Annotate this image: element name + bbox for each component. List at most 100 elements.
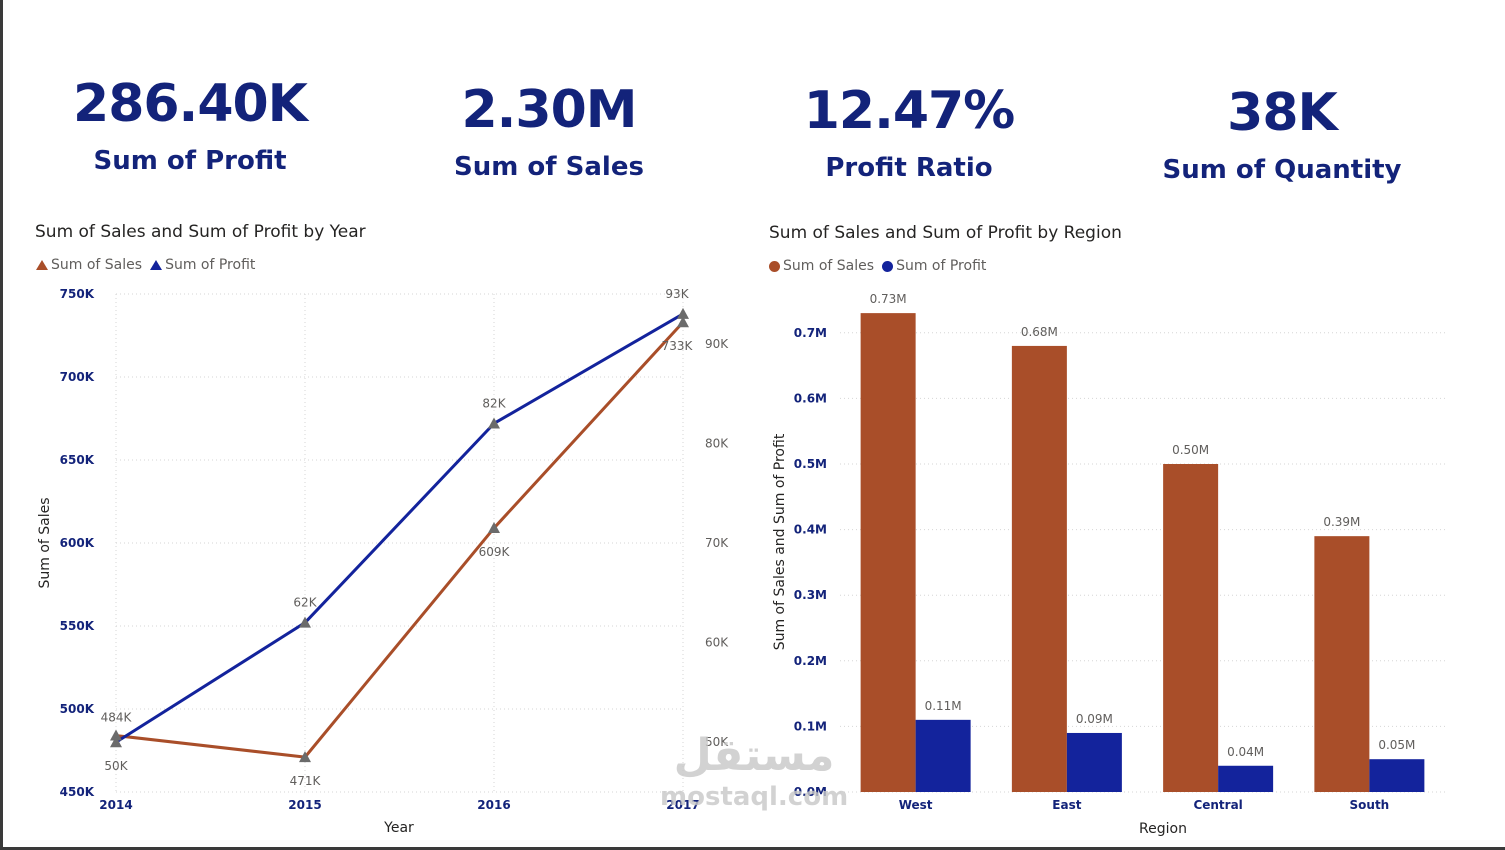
data-label-profit: 50K [104,759,128,773]
data-label-profit: 0.05M [1378,738,1415,752]
data-point-sales [299,751,311,763]
legend-item-profit[interactable]: Sum of Profit [882,258,986,274]
data-label-profit: 0.04M [1227,745,1264,759]
data-label-sales: 733K [662,339,694,353]
y-tick-label: 0.1M [794,719,827,733]
x-tick-label: 2014 [99,798,132,812]
data-point-sales [488,522,500,534]
legend-item-sales[interactable]: Sum of Sales [769,258,874,274]
kpi-card-sales[interactable]: 2.30M Sum of Sales [369,80,729,184]
y-tick-label: 650K [60,453,95,467]
legend-label: Sum of Sales [51,257,143,273]
y-tick-label: 0.6M [794,391,827,405]
y2-tick-label: 70K [705,536,729,550]
kpi-value: 286.40K [73,74,308,134]
triangle-marker-icon [150,260,163,270]
bar-chart-title: Sum of Sales and Sum of Profit by Region [769,223,1122,243]
bar-sales [860,313,916,792]
y-tick-label: 0.3M [794,588,827,602]
x-axis-title: Region [1139,821,1187,837]
frame-left-border [0,0,3,850]
y-tick-label: 550K [60,619,95,633]
data-label-sales: 484K [101,711,133,725]
line-chart-legend[interactable]: Sum of Sales Sum of Profit [36,257,263,273]
kpi-value: 38K [1227,83,1338,143]
kpi-value: 2.30M [461,80,637,140]
x-tick-label: 2015 [288,798,321,812]
x-tick-label: 2017 [666,798,699,812]
kpi-label: Sum of Sales [454,152,644,182]
data-point-profit [488,417,500,429]
data-label-profit: 82K [482,396,506,410]
y2-tick-label: 90K [705,337,729,351]
bar-profit [1218,765,1274,792]
y-tick-label: 0.0M [794,785,827,799]
series-line-sales [115,321,685,759]
bar-profit [1369,759,1425,792]
line-chart-title: Sum of Sales and Sum of Profit by Year [35,222,366,242]
circle-marker-icon [769,260,780,272]
x-tick-label: South [1350,798,1390,812]
bar-sales [1163,464,1219,792]
y2-tick-label: 60K [705,636,729,650]
x-tick-label: West [899,798,933,812]
data-label-sales: 0.50M [1172,443,1209,457]
kpi-label: Sum of Profit [93,146,287,176]
y-tick-label: 0.2M [794,654,827,668]
bar-profit [915,719,971,792]
data-point-sales [110,729,122,741]
data-point-profit [110,736,122,748]
frame-bottom-border [0,847,1505,850]
kpi-card-profit[interactable]: 286.40K Sum of Profit [10,74,370,178]
bar-chart-legend[interactable]: Sum of Sales Sum of Profit [769,258,994,274]
kpi-value: 12.47% [803,81,1016,141]
data-label-profit: 0.11M [925,699,962,713]
data-point-profit [677,307,689,319]
kpi-card-quantity[interactable]: 38K Sum of Quantity [1102,83,1462,187]
y-tick-label: 0.5M [794,457,827,471]
y-tick-label: 0.4M [794,523,827,537]
watermark-latin: mostaql.com [660,782,849,812]
x-tick-label: East [1052,798,1081,812]
y2-tick-label: 80K [705,436,729,450]
legend-item-profit[interactable]: Sum of Profit [150,257,255,273]
circle-marker-icon [882,260,894,272]
data-label-profit: 0.09M [1076,712,1113,726]
legend-item-sales[interactable]: Sum of Sales [36,257,142,273]
data-point-sales [677,316,689,328]
triangle-marker-icon [36,260,48,270]
bar-profit [1066,732,1122,792]
y-tick-label: 700K [60,370,95,384]
line-chart[interactable]: 450K 500K 550K 600K 650K 700K 750K 50K 60K 70K 80K… [0,280,740,845]
bar-sales [1314,536,1370,792]
data-label-sales: 609K [479,545,511,559]
x-axis-title: Year [383,820,414,836]
legend-label: Sum of Sales [783,258,875,274]
y-tick-label: 0.7M [794,326,827,340]
data-label-sales: 0.73M [870,292,907,306]
data-label-profit: 62K [293,596,317,610]
legend-label: Sum of Profit [165,257,256,273]
y-axis-title: Sum of Sales [37,497,53,588]
data-label-sales: 0.39M [1323,515,1360,529]
y-axis-title: Sum of Sales and Sum of Profit [772,433,788,650]
kpi-label: Sum of Quantity [1162,155,1402,185]
watermark-arabic: مستقل [673,730,835,781]
bar-sales [1011,345,1067,792]
series-line-profit [115,312,684,744]
y-tick-label: 600K [60,536,95,550]
data-label-profit: 93K [665,287,689,301]
data-point-profit [299,616,311,628]
watermark-logo: مستقل mostaql.com [660,730,848,812]
data-label-sales: 471K [290,774,322,788]
y2-axis-title: Sum of Profit [739,497,740,588]
x-tick-label: Central [1193,798,1242,812]
y-tick-label: 750K [60,287,95,301]
legend-label: Sum of Profit [896,258,987,274]
y-tick-label: 500K [60,702,95,716]
data-label-sales: 0.68M [1021,325,1058,339]
kpi-label: Profit Ratio [825,153,993,183]
y2-tick-label: 50K [705,735,729,749]
kpi-card-profit-ratio[interactable]: 12.47% Profit Ratio [729,81,1089,185]
bar-chart[interactable]: 0.0M 0.1M 0.2M 0.3M 0.4M 0.5M 0.6M 0.7M 0.73M 0.1… [740,280,1500,845]
